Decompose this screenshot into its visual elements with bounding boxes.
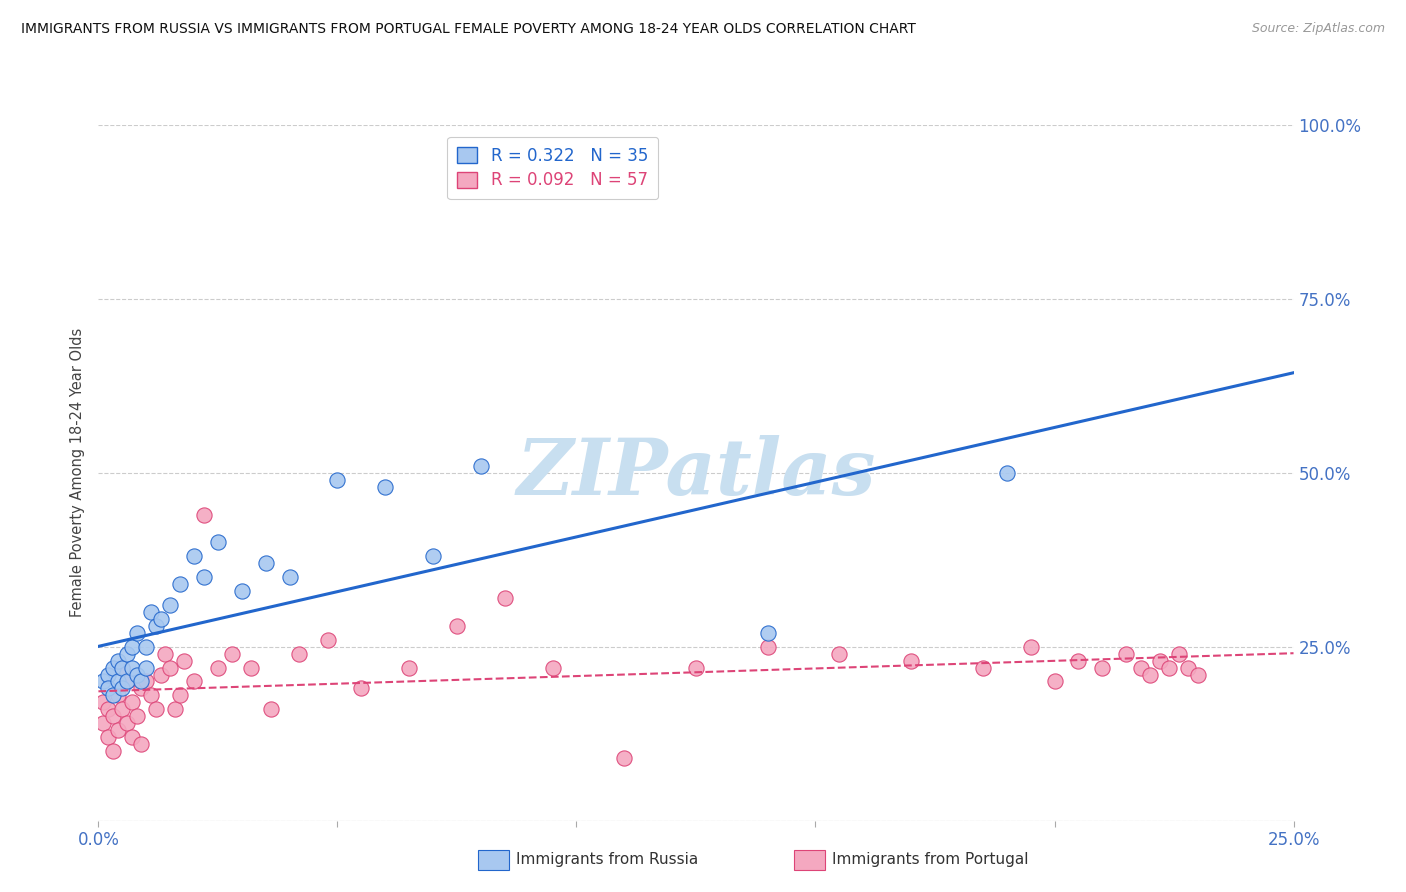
- Point: [139, 689, 162, 703]
- Point: [1019, 640, 1042, 654]
- Point: [139, 605, 162, 619]
- Point: [756, 640, 779, 654]
- Point: [1067, 654, 1090, 668]
- Text: Immigrants from Portugal: Immigrants from Portugal: [832, 853, 1029, 867]
- Point: [169, 689, 191, 703]
- Point: [278, 570, 301, 584]
- Point: [221, 647, 243, 661]
- Point: [121, 730, 143, 744]
- Text: Immigrants from Russia: Immigrants from Russia: [516, 853, 699, 867]
- Point: [97, 702, 120, 716]
- Point: [193, 508, 215, 522]
- Point: [316, 632, 339, 647]
- Point: [972, 660, 994, 674]
- Point: [111, 660, 134, 674]
- Point: [240, 660, 263, 674]
- Point: [125, 709, 148, 723]
- Point: [541, 660, 564, 674]
- Point: [422, 549, 444, 564]
- Y-axis label: Female Poverty Among 18-24 Year Olds: Female Poverty Among 18-24 Year Olds: [70, 328, 86, 617]
- Point: [613, 751, 636, 765]
- Point: [183, 549, 205, 564]
- Point: [1159, 660, 1181, 674]
- Point: [91, 695, 114, 709]
- Point: [288, 647, 311, 661]
- Point: [1177, 660, 1199, 674]
- Point: [163, 702, 186, 716]
- Point: [135, 640, 157, 654]
- Legend: R = 0.322   N = 35, R = 0.092   N = 57: R = 0.322 N = 35, R = 0.092 N = 57: [447, 136, 658, 199]
- Point: [350, 681, 373, 696]
- Point: [326, 473, 349, 487]
- Point: [1091, 660, 1114, 674]
- Point: [131, 681, 153, 696]
- Point: [115, 674, 138, 689]
- Point: [183, 674, 205, 689]
- Point: [97, 681, 120, 696]
- Point: [111, 660, 134, 674]
- Point: [121, 640, 143, 654]
- Text: IMMIGRANTS FROM RUSSIA VS IMMIGRANTS FROM PORTUGAL FEMALE POVERTY AMONG 18-24 YE: IMMIGRANTS FROM RUSSIA VS IMMIGRANTS FRO…: [21, 22, 915, 37]
- Point: [446, 619, 468, 633]
- Point: [1149, 654, 1171, 668]
- Point: [149, 667, 172, 681]
- Point: [107, 689, 129, 703]
- Point: [756, 625, 779, 640]
- Point: [1043, 674, 1066, 689]
- Point: [470, 458, 492, 473]
- Point: [115, 674, 138, 689]
- Point: [173, 654, 195, 668]
- Text: Source: ZipAtlas.com: Source: ZipAtlas.com: [1251, 22, 1385, 36]
- Point: [125, 625, 148, 640]
- Point: [207, 660, 229, 674]
- Point: [1139, 667, 1161, 681]
- Point: [111, 702, 134, 716]
- Point: [374, 480, 396, 494]
- Point: [97, 730, 120, 744]
- Point: [259, 702, 281, 716]
- Point: [995, 466, 1018, 480]
- Point: [121, 695, 143, 709]
- Point: [91, 716, 114, 731]
- Point: [115, 716, 138, 731]
- Point: [900, 654, 922, 668]
- Point: [107, 654, 129, 668]
- Point: [121, 660, 143, 674]
- Point: [101, 709, 124, 723]
- Point: [828, 647, 851, 661]
- Point: [1167, 647, 1189, 661]
- Point: [91, 674, 114, 689]
- Point: [135, 660, 157, 674]
- Point: [398, 660, 420, 674]
- Point: [149, 612, 172, 626]
- Point: [101, 689, 124, 703]
- Point: [155, 647, 177, 661]
- Point: [207, 535, 229, 549]
- Point: [101, 744, 124, 758]
- Point: [135, 674, 157, 689]
- Point: [1187, 667, 1209, 681]
- Point: [494, 591, 516, 605]
- Text: ZIPatlas: ZIPatlas: [516, 434, 876, 511]
- Point: [101, 660, 124, 674]
- Point: [125, 667, 148, 681]
- Point: [169, 577, 191, 591]
- Point: [111, 681, 134, 696]
- Point: [159, 598, 181, 612]
- Point: [1129, 660, 1152, 674]
- Point: [115, 647, 138, 661]
- Point: [97, 667, 120, 681]
- Point: [107, 723, 129, 738]
- Point: [254, 556, 277, 570]
- Point: [145, 619, 167, 633]
- Point: [1115, 647, 1137, 661]
- Point: [145, 702, 167, 716]
- Point: [131, 737, 153, 751]
- Point: [193, 570, 215, 584]
- Point: [231, 584, 253, 599]
- Point: [159, 660, 181, 674]
- Point: [131, 674, 153, 689]
- Point: [685, 660, 707, 674]
- Point: [107, 674, 129, 689]
